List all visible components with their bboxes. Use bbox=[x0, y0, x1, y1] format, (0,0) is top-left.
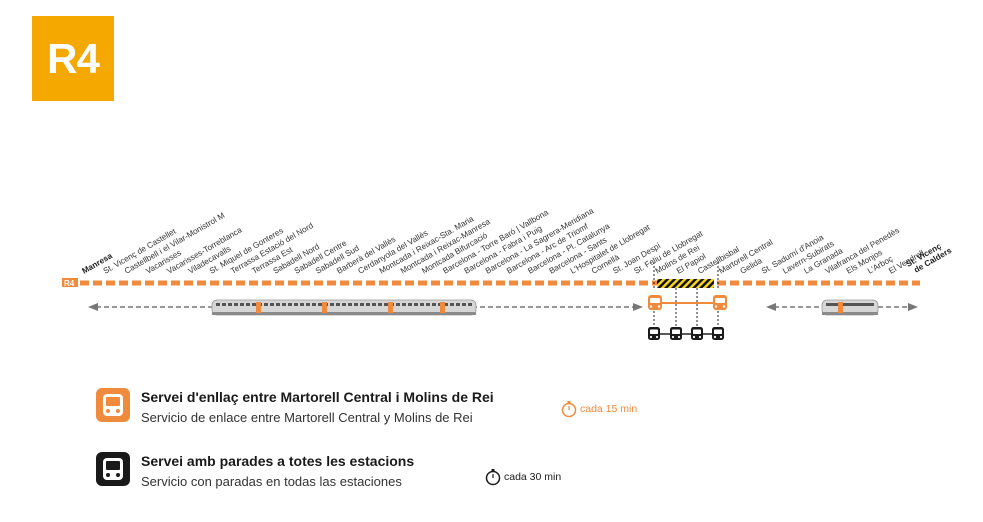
legend-all-stops-frequency: cada 30 min bbox=[484, 468, 561, 486]
line-badge: R4 bbox=[32, 16, 114, 101]
legend-link-subtitle: Servicio de enlace entre Martorell Centr… bbox=[141, 410, 473, 425]
bus-icon bbox=[670, 327, 682, 340]
train-short-icon bbox=[821, 299, 879, 316]
track-tag-label: R4 bbox=[64, 279, 75, 288]
bus-icon bbox=[96, 452, 130, 486]
bus-icon bbox=[691, 327, 703, 340]
legend-link-frequency: cada 15 min bbox=[560, 400, 637, 418]
all-stops-connectors bbox=[653, 288, 719, 327]
legend-link-title: Servei d'enllaç entre Martorell Central … bbox=[141, 389, 494, 405]
legend-link-frequency-label: cada 15 min bbox=[580, 403, 638, 415]
legend-all-stops-subtitle: Servicio con paradas en todas las estaci… bbox=[141, 474, 402, 489]
legend-all-stops-frequency-label: cada 30 min bbox=[504, 471, 562, 483]
station-label: St. Vicençde Calders bbox=[905, 238, 954, 277]
stopwatch-icon bbox=[561, 401, 577, 418]
all-stops-bus-route bbox=[648, 327, 724, 340]
bus-icon bbox=[712, 327, 724, 340]
bus-icon bbox=[96, 388, 130, 422]
works-bracket bbox=[653, 262, 719, 288]
legend-all-stops-title: Servei amb parades a totes les estacions bbox=[141, 453, 415, 469]
train-long-icon bbox=[211, 299, 477, 316]
legend-all-stops-service: Servei amb parades a totes les estacions… bbox=[96, 452, 414, 491]
stopwatch-icon bbox=[485, 469, 501, 486]
line-badge-label: R4 bbox=[47, 34, 100, 82]
bus-icon bbox=[648, 295, 662, 310]
link-bus-route bbox=[648, 295, 727, 310]
legend-link-service: Servei d'enllaç entre Martorell Central … bbox=[96, 388, 494, 427]
service-arrow-left bbox=[88, 303, 643, 311]
track-tag bbox=[62, 278, 78, 287]
bus-icon bbox=[648, 327, 660, 340]
bus-icon bbox=[713, 295, 727, 310]
works-section bbox=[657, 279, 714, 288]
